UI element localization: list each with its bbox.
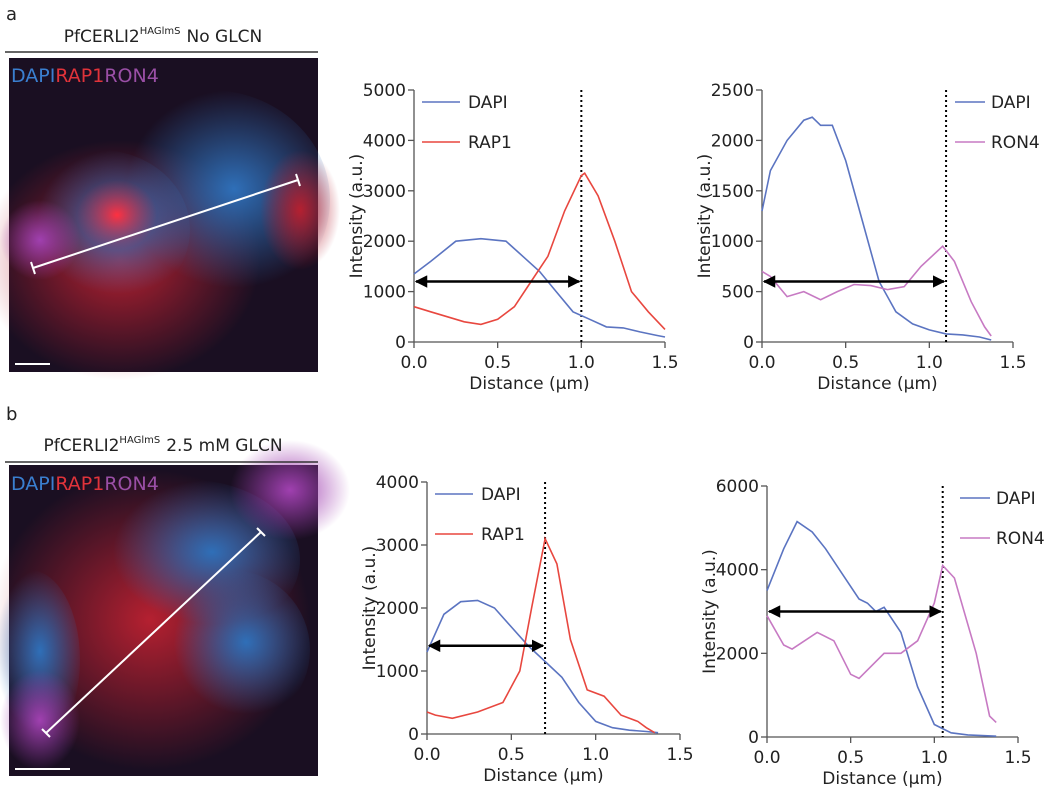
y-tick-label: 0 — [408, 725, 419, 745]
y-tick-label: 2000 — [376, 599, 419, 619]
data-line — [766, 520, 997, 737]
y-tick-label: 0 — [748, 728, 759, 748]
legend-label: DAPI — [991, 93, 1031, 113]
x-axis-label: Distance (μm) — [469, 374, 589, 394]
y-tick-label: 0 — [743, 333, 754, 353]
y-axis-label: Intensity (a.u.) — [695, 154, 715, 279]
y-tick-label: 1000 — [376, 662, 419, 682]
y-tick-label: 1500 — [711, 182, 754, 202]
data-line — [426, 536, 656, 734]
title-sup: HAGlmS — [119, 435, 160, 446]
panel-label: b — [6, 404, 17, 425]
x-tick-label: 1.0 — [568, 353, 595, 373]
channel-labels: DAPIRAP1RON4 — [11, 473, 159, 495]
channel-label: RON4 — [104, 65, 158, 87]
y-tick-label: 3000 — [363, 182, 406, 202]
y-tick-label: 2000 — [711, 131, 754, 151]
title-sup: HAGlmS — [140, 26, 181, 37]
x-axis-label: Distance (μm) — [817, 374, 937, 394]
channel-label: RON4 — [104, 473, 158, 495]
y-axis-label: Intensity (a.u.) — [360, 546, 380, 671]
micrograph — [0, 440, 350, 776]
y-tick-label: 4000 — [363, 131, 406, 151]
x-axis-label: Distance (μm) — [483, 766, 603, 786]
title-rest: 2.5 mM GLCN — [166, 436, 282, 456]
data-line — [413, 237, 666, 338]
x-tick-label: 1.0 — [582, 745, 609, 765]
legend-label: DAPI — [468, 93, 508, 113]
x-tick-label: 0.0 — [413, 745, 440, 765]
micrograph — [0, 58, 340, 380]
x-tick-label: 0.5 — [484, 353, 511, 373]
x-tick-label: 0.5 — [832, 353, 859, 373]
data-line — [426, 599, 659, 734]
title-rest: No GLCN — [187, 27, 263, 47]
data-line — [761, 116, 992, 341]
panel-label: a — [6, 4, 17, 25]
legend-label: RAP1 — [468, 133, 512, 153]
y-tick-label: 0 — [395, 333, 406, 353]
y-tick-label: 2000 — [363, 232, 406, 252]
x-tick-label: 0.0 — [753, 748, 780, 768]
x-tick-label: 0.0 — [748, 353, 775, 373]
x-tick-label: 1.5 — [1004, 748, 1031, 768]
channel-labels: DAPIRAP1RON4 — [11, 65, 159, 87]
y-axis-label: Intensity (a.u.) — [347, 154, 367, 279]
y-axis-label: Intensity (a.u.) — [700, 549, 720, 674]
y-tick-label: 2500 — [711, 81, 754, 101]
legend-label: RON4 — [996, 529, 1045, 549]
legend-label: RON4 — [991, 133, 1040, 153]
data-line — [766, 563, 997, 723]
x-axis-label: Distance (μm) — [822, 769, 942, 789]
y-tick-label: 1000 — [363, 283, 406, 303]
channel-label: DAPI — [11, 473, 55, 495]
x-tick-label: 0.5 — [837, 748, 864, 768]
data-line — [413, 172, 666, 330]
x-tick-label: 1.5 — [999, 353, 1026, 373]
y-tick-label: 4000 — [716, 561, 759, 581]
y-tick-label: 1000 — [711, 232, 754, 252]
x-tick-label: 1.0 — [916, 353, 943, 373]
y-tick-label: 500 — [722, 283, 754, 303]
y-tick-label: 6000 — [716, 477, 759, 497]
y-tick-label: 2000 — [716, 644, 759, 664]
legend-label: DAPI — [481, 485, 521, 505]
image-title: PfCERLI2HAGlmS No GLCN — [64, 26, 263, 47]
channel-label: RAP1 — [55, 473, 104, 495]
y-tick-label: 5000 — [363, 81, 406, 101]
y-tick-label: 3000 — [376, 536, 419, 556]
x-tick-label: 0.0 — [400, 353, 427, 373]
x-tick-label: 1.5 — [666, 745, 693, 765]
channel-label: RAP1 — [55, 65, 104, 87]
x-tick-label: 1.0 — [921, 748, 948, 768]
x-tick-label: 1.5 — [651, 353, 678, 373]
x-tick-label: 0.5 — [498, 745, 525, 765]
image-title: PfCERLI2HAGlmS 2.5 mM GLCN — [43, 435, 282, 456]
data-line — [761, 245, 992, 337]
legend-label: DAPI — [996, 489, 1036, 509]
legend-label: RAP1 — [481, 525, 525, 545]
title-main: PfCERLI2 — [64, 27, 140, 47]
y-tick-label: 4000 — [376, 473, 419, 493]
channel-label: DAPI — [11, 65, 55, 87]
title-main: PfCERLI2 — [43, 436, 119, 456]
